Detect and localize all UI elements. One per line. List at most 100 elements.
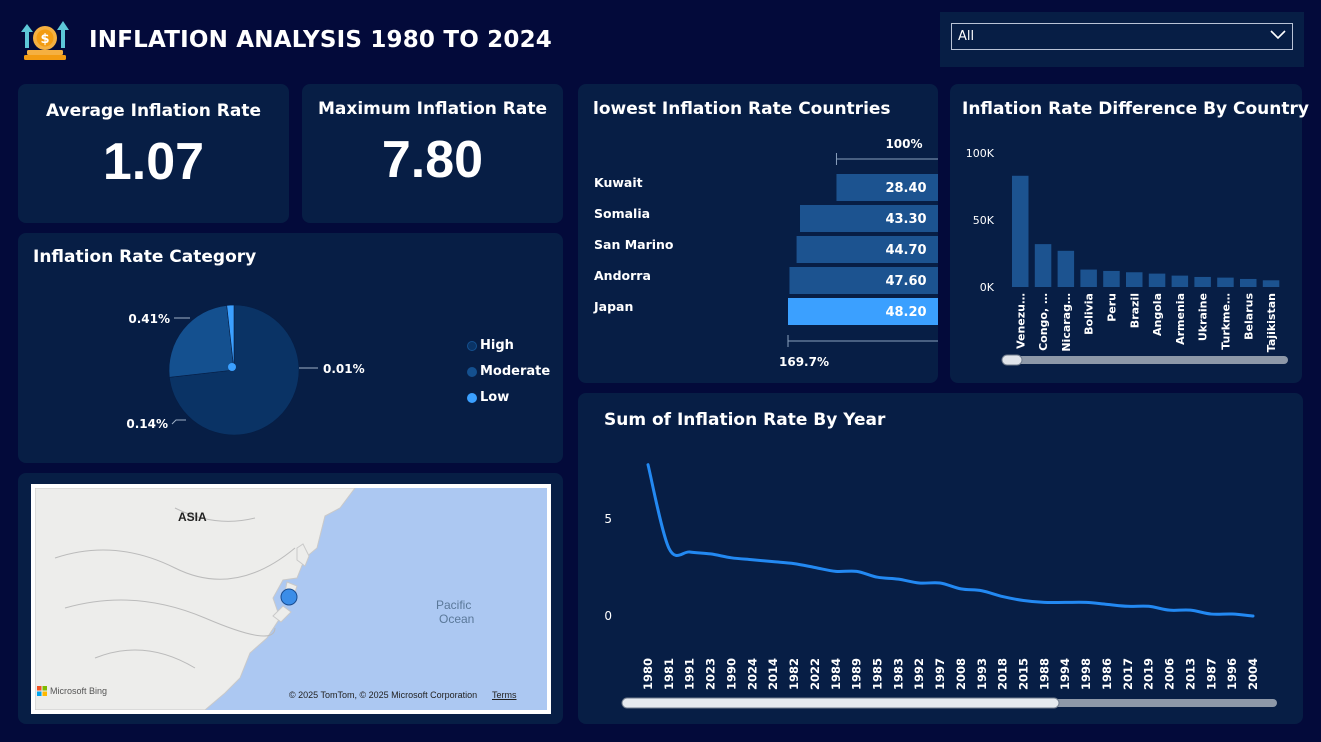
lowest-country-label: Somalia (594, 206, 650, 221)
yearly-x-tick: 1991 (683, 658, 697, 690)
map-marker-japan (280, 588, 298, 606)
diff-x-tick: Armenia (1174, 293, 1187, 345)
lowest-country-label: Kuwait (594, 175, 643, 190)
yearly-title: Sum of Inflation Rate By Year (604, 410, 886, 430)
diff-scrollbar-thumb[interactable] (1001, 354, 1023, 366)
diff-bar (1217, 277, 1234, 287)
map-continent-label: ASIA (178, 510, 207, 524)
map-brand-label: Microsoft Bing (50, 686, 108, 696)
yearly-x-tick: 2004 (1246, 658, 1260, 690)
yearly-x-tick: 1981 (662, 658, 676, 690)
yearly-y-tick: 0 (604, 609, 612, 623)
legend-moderate-label: Moderate (480, 364, 551, 379)
lowest-bar (799, 205, 938, 232)
pie-label-high: 0.41% (128, 312, 170, 326)
yearly-x-tick: 1980 (641, 658, 655, 690)
legend-low-dot (467, 392, 477, 403)
bottom-percent-label: 169.7% (779, 355, 829, 369)
lowest-bar-value: 47.60 (885, 274, 926, 289)
yearly-x-tick: 1996 (1225, 658, 1239, 690)
pie-slice-low-marker (228, 363, 236, 371)
legend-high-label: High (480, 338, 514, 353)
yearly-x-tick: 1984 (829, 658, 843, 690)
diff-x-tick: Bolivia (1083, 293, 1096, 335)
lowest-bar (836, 174, 938, 201)
yearly-x-tick: 2014 (766, 658, 780, 690)
lowest-bar-value: 43.30 (885, 212, 926, 227)
diff-x-tick: Angola (1151, 293, 1164, 336)
diff-bar (1080, 269, 1097, 287)
lowest-country-label: San Marino (594, 237, 674, 252)
yearly-x-tick: 1982 (787, 658, 801, 690)
map-canvas[interactable] (35, 488, 547, 710)
yearly-x-tick: 1992 (912, 658, 926, 690)
lowest-bar-value: 28.40 (885, 181, 926, 196)
yearly-x-tick: 2023 (704, 658, 718, 690)
yearly-x-tick: 2006 (1163, 658, 1177, 690)
map-copyright: © 2025 TomTom, © 2025 Microsoft Corporat… (289, 690, 478, 700)
lowest-inflation-chart: 100% 28.40 Kuwait 43.30 Somalia 44.70 San Mari… (593, 137, 938, 369)
diff-bar (1126, 272, 1143, 287)
diff-y-tick: 50K (973, 214, 995, 227)
legend-low[interactable]: Low (467, 390, 509, 405)
diff-bar (1103, 270, 1120, 287)
microsoft-logo-icon (37, 686, 47, 696)
average-inflation-value: 1.07 (102, 133, 205, 191)
yearly-x-tick: 2019 (1142, 658, 1156, 690)
map-brand: Microsoft Bing (37, 686, 107, 696)
diff-scrollbar-track (1002, 356, 1288, 364)
diff-x-tick: Turkme… (1219, 293, 1232, 350)
diff-bar (1171, 275, 1189, 287)
diff-x-tick: Tajikistan (1265, 293, 1278, 352)
yearly-x-tick: 1990 (724, 658, 738, 690)
yearly-x-tick: 2017 (1121, 658, 1135, 690)
yearly-x-tick: 1983 (891, 658, 905, 690)
top-percent-label: 100% (885, 137, 922, 151)
filter-slicer-panel: All (940, 12, 1304, 67)
lowest-bar (788, 298, 938, 325)
map-card: ASIA Pacific Ocean Microsoft Bing © 2025… (18, 473, 563, 724)
map-view[interactable]: ASIA Pacific Ocean Microsoft Bing © 2025… (31, 484, 551, 714)
map-ocean-label-2: Ocean (439, 612, 475, 626)
diff-x-tick: Venezu… (1014, 293, 1027, 349)
chevron-down-icon[interactable] (1269, 26, 1287, 44)
diff-y-tick: 0K (980, 281, 995, 294)
map-terms-link[interactable]: Terms (492, 690, 517, 700)
pie-slice-low (226, 304, 235, 371)
legend-moderate-dot (467, 366, 477, 377)
diff-x-tick: Brazil (1128, 293, 1141, 328)
yearly-y-tick: 5 (604, 512, 612, 526)
diff-bar (1194, 276, 1211, 287)
lowest-inflation-card: lowest Inflation Rate Countries 100% 28.4… (578, 84, 938, 383)
lowest-bar (796, 236, 938, 263)
diff-bar (1262, 280, 1280, 287)
yearly-series-line (646, 463, 1255, 618)
maximum-inflation-value: 7.80 (381, 131, 484, 189)
lowest-bar-value: 48.20 (885, 305, 926, 320)
yearly-x-tick: 2022 (808, 658, 822, 690)
diff-x-tick: Nicarag… (1060, 293, 1073, 352)
average-inflation-label: Average Inflation Rate (45, 101, 261, 121)
yearly-x-tick: 2018 (996, 658, 1010, 690)
filter-dropdown-value: All (958, 29, 975, 44)
yearly-scrollbar-thumb[interactable] (621, 697, 1060, 709)
yearly-x-tick: 2013 (1183, 658, 1197, 690)
yearly-card: Sum of Inflation Rate By Year 5 0 1980 1981… (578, 393, 1303, 724)
yearly-x-tick: 1997 (933, 658, 947, 690)
diff-bar (1057, 250, 1075, 287)
lowest-country-label: Japan (593, 299, 633, 314)
page-title: INFLATION ANALYSIS 1980 TO 2024 (89, 27, 552, 53)
legend-high[interactable]: High (467, 338, 514, 353)
category-pie-chart: 0.41% 0.01% 0.14% (126, 304, 365, 436)
filter-dropdown[interactable]: All (951, 23, 1293, 50)
legend-moderate[interactable]: Moderate (467, 364, 550, 379)
coin-growth-icon: $ (21, 21, 69, 60)
difference-title: Inflation Rate Difference By Country (962, 99, 1309, 119)
pie-label-moderate: 0.14% (126, 417, 168, 431)
yearly-x-tick: 2008 (954, 658, 968, 690)
diff-x-tick: Congo, … (1037, 293, 1050, 351)
yearly-x-tick: 1988 (1037, 658, 1051, 690)
pie-label-low: 0.01% (323, 362, 365, 376)
lowest-bar (789, 267, 938, 294)
yearly-x-tick: 1998 (1079, 658, 1093, 690)
